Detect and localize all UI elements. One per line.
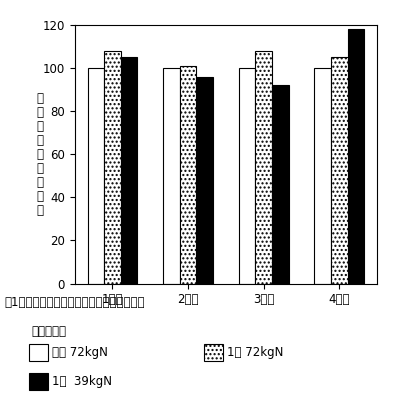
Bar: [314, 68, 331, 284]
Bar: [29, 373, 48, 390]
Bar: [29, 344, 48, 361]
Text: 慣行 72kgN: 慣行 72kgN: [52, 346, 108, 359]
Bar: [204, 344, 223, 361]
Y-axis label: 慣
行
区
に
対
す
る
指
数: 慣 行 区 に 対 す る 指 数: [36, 92, 43, 217]
Bar: [272, 85, 289, 284]
Text: 1回 72kgN: 1回 72kgN: [227, 346, 283, 359]
Bar: [88, 68, 104, 284]
Text: 囱1　一番茶収量に対する施肥量・施肥回数: 囱1 一番茶収量に対する施肥量・施肥回数: [4, 296, 145, 309]
Bar: [196, 77, 213, 284]
Bar: [255, 51, 272, 284]
Bar: [180, 66, 196, 284]
Bar: [163, 68, 180, 284]
Text: 1回  39kgN: 1回 39kgN: [52, 375, 112, 388]
Bar: [348, 29, 364, 284]
Bar: [239, 68, 255, 284]
Bar: [104, 51, 121, 284]
Bar: [121, 58, 138, 284]
Text: 削減の影響: 削減の影響: [31, 325, 66, 338]
Bar: [331, 58, 348, 284]
